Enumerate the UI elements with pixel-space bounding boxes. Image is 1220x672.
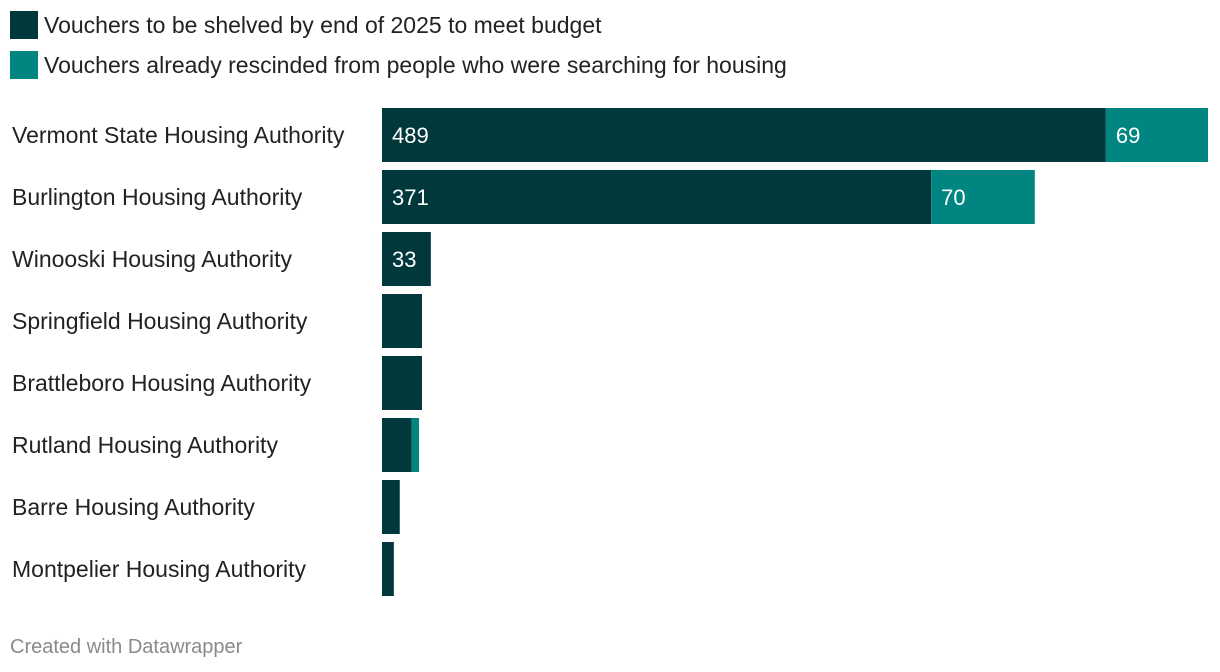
bar-shelved [382,480,400,534]
bar-rescinded [931,170,1035,224]
category-label: Winooski Housing Authority [12,246,292,272]
bar-row-brattleboro-housing-authority: Brattleboro Housing Authority [12,356,422,410]
bar-value-label: 70 [941,185,965,210]
chart-legend: Vouchers to be shelved by end of 2025 to… [10,10,787,90]
category-label: Vermont State Housing Authority [12,122,345,148]
bar-shelved [382,232,431,286]
bar-row-montpelier-housing-authority: Montpelier Housing Authority [12,542,394,596]
legend-item-rescinded: Vouchers already rescinded from people w… [10,50,787,80]
bar-shelved [382,418,412,472]
legend-label-shelved: Vouchers to be shelved by end of 2025 to… [44,11,602,38]
datawrapper-credit: Created with Datawrapper [10,636,243,658]
category-label: Burlington Housing Authority [12,184,303,210]
bar-row-winooski-housing-authority: Winooski Housing Authority 33 [12,232,431,286]
category-label: Springfield Housing Authority [12,308,308,334]
bar-row-springfield-housing-authority: Springfield Housing Authority [12,294,422,348]
bar-shelved [382,108,1106,162]
category-label: Brattleboro Housing Authority [12,370,312,396]
legend-swatch-shelved [10,11,38,39]
bar-shelved [382,294,422,348]
bar-rescinded [411,418,420,472]
bar-row-burlington-housing-authority: Burlington Housing Authority 371 70 [12,170,1035,224]
category-label: Barre Housing Authority [12,494,255,520]
bar-value-label: 33 [392,247,416,272]
bar-value-label: 69 [1116,123,1140,148]
bar-row-barre-housing-authority: Barre Housing Authority [12,480,400,534]
bar-shelved [382,542,394,596]
bar-shelved [382,356,422,410]
legend-label-rescinded: Vouchers already rescinded from people w… [44,51,787,78]
bar-rescinded [1105,108,1208,162]
legend-item-shelved: Vouchers to be shelved by end of 2025 to… [10,10,787,40]
bar-value-label: 371 [392,185,429,210]
legend-swatch-rescinded [10,51,38,79]
category-label: Montpelier Housing Authority [12,556,307,582]
bar-row-rutland-housing-authority: Rutland Housing Authority [12,418,420,472]
bar-row-vermont-state-housing-authority: Vermont State Housing Authority 489 69 [12,108,1208,162]
stacked-bar-chart: Vermont State Housing Authority 489 69 Burl… [12,108,1208,596]
category-label: Rutland Housing Authority [12,432,278,458]
bar-value-label: 489 [392,123,429,148]
bar-shelved [382,170,932,224]
